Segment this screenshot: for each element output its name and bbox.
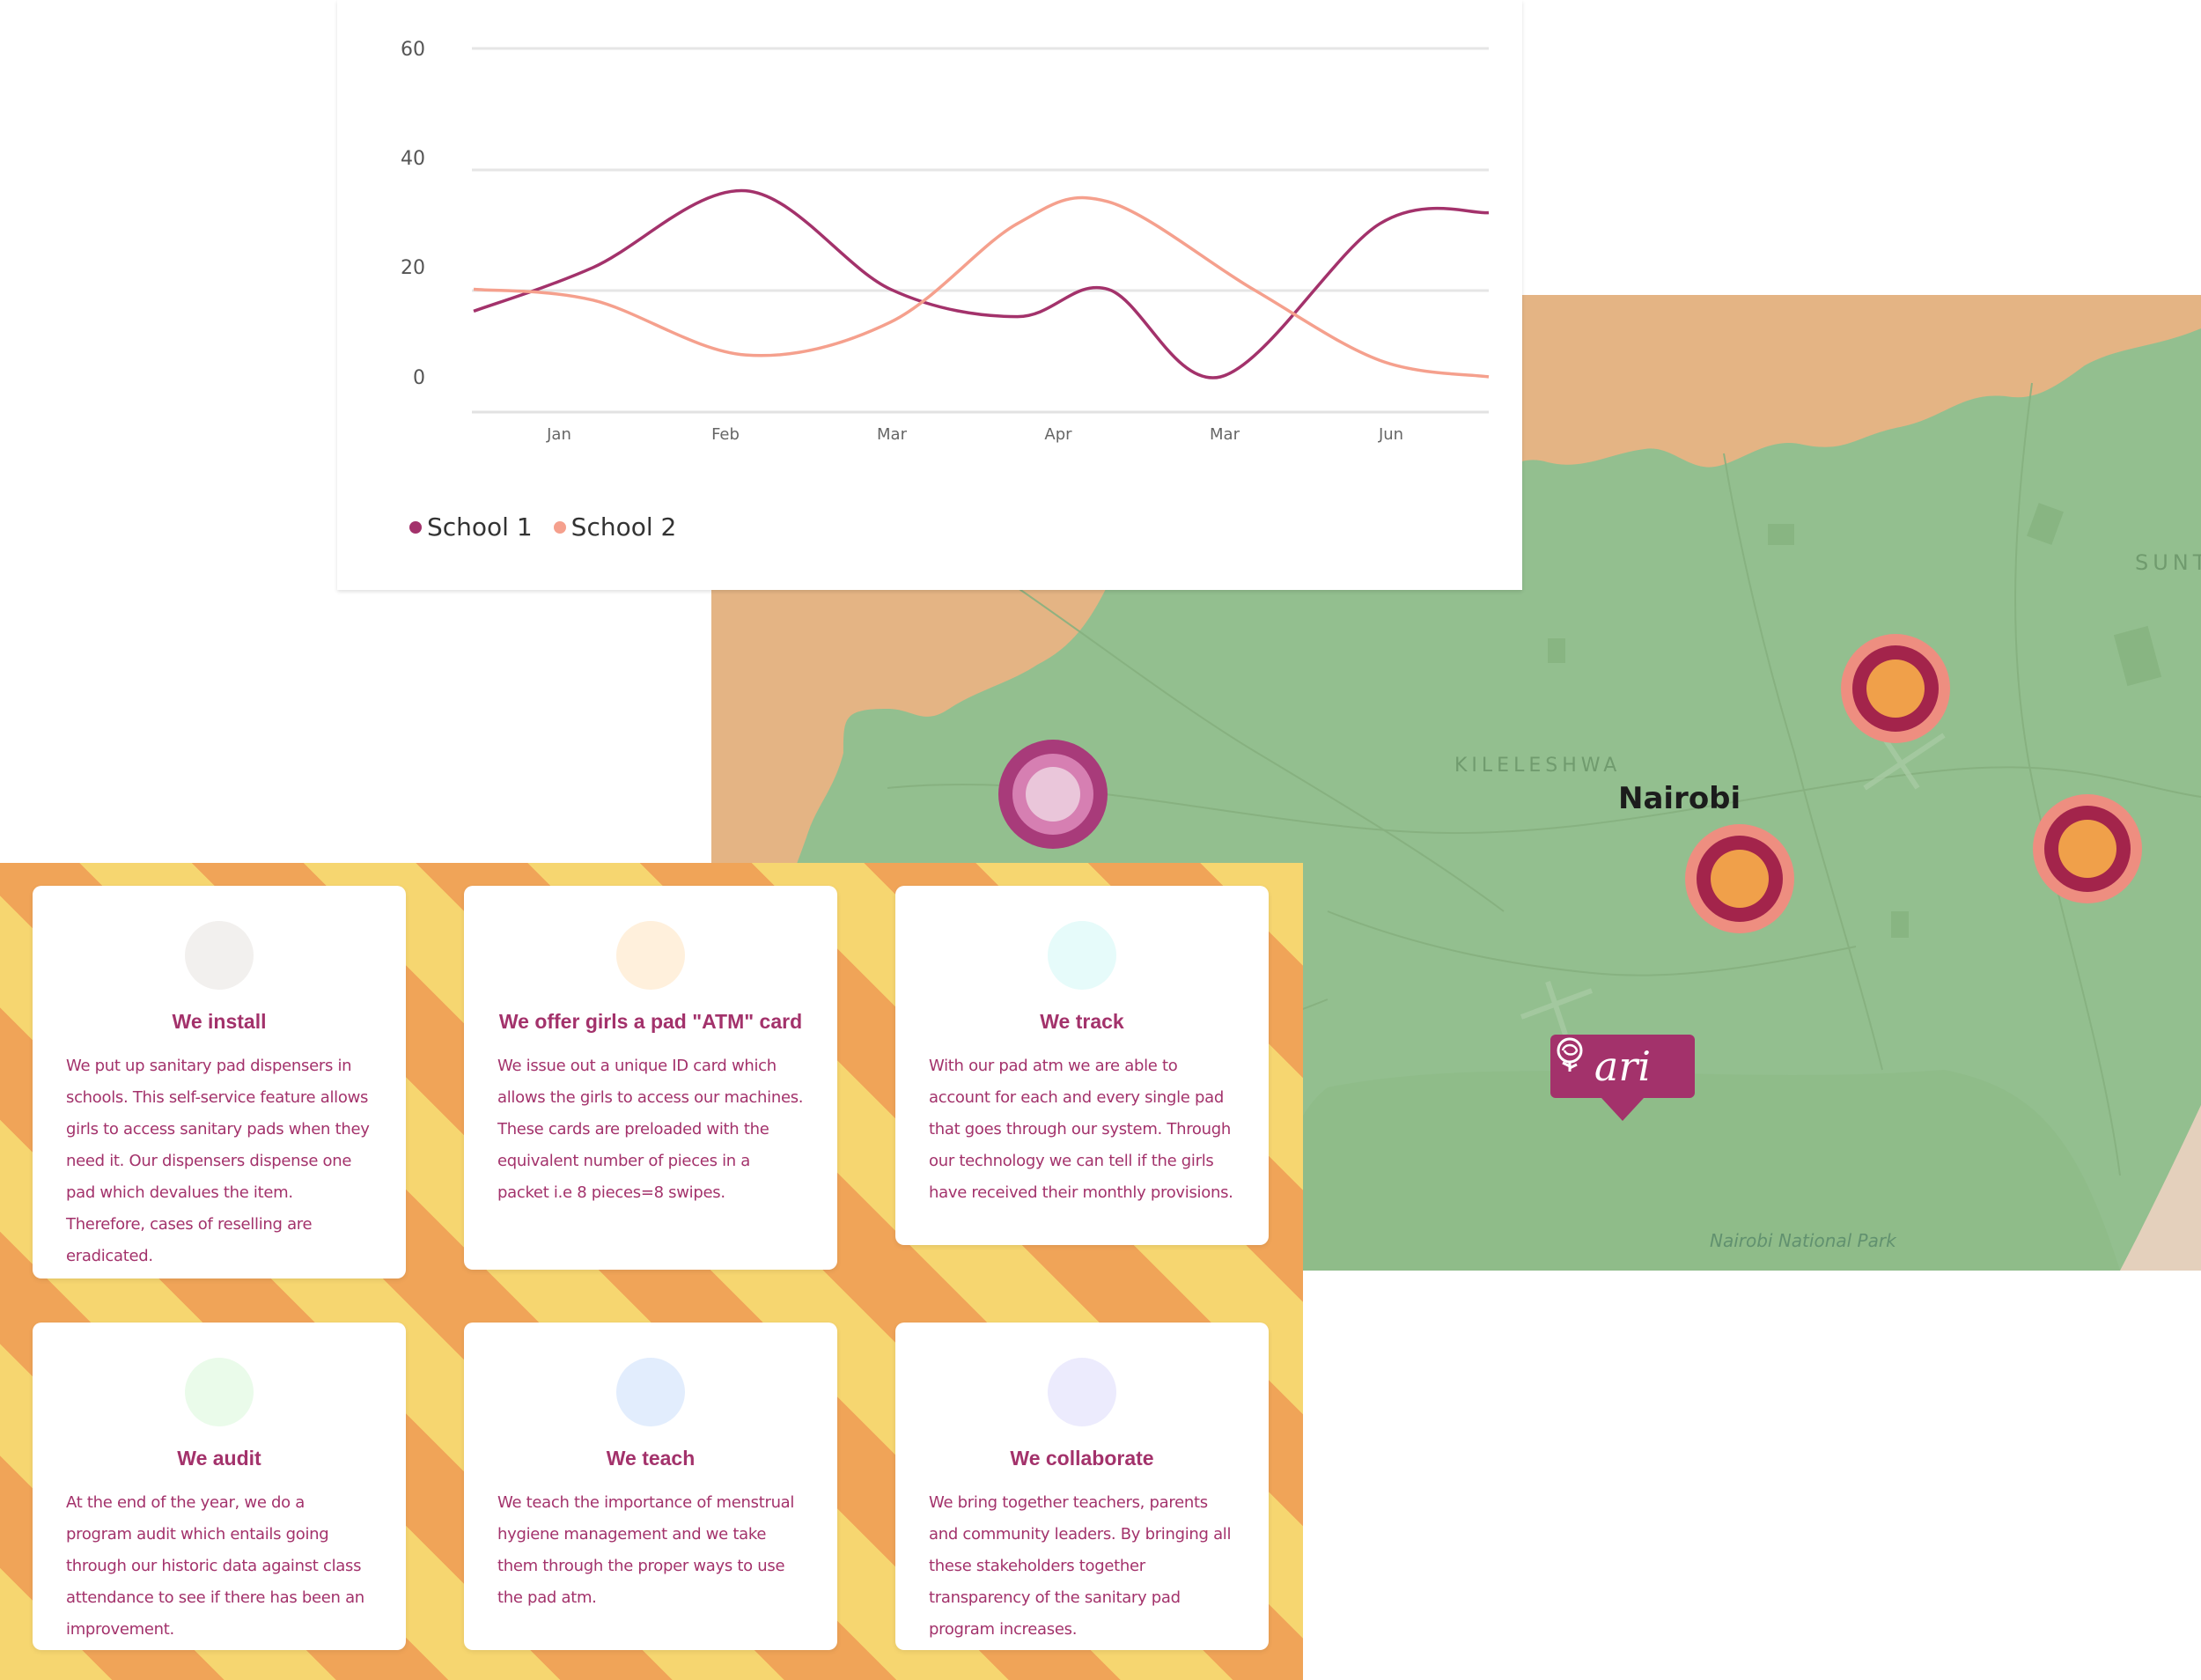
map-airstrip: [1520, 733, 1946, 1035]
feature-description: We put up sanitary pad dispensers in sch…: [66, 1057, 370, 1265]
feature-title: We audit: [177, 1447, 261, 1470]
map-park-label: Nairobi National Park: [1710, 1230, 1896, 1251]
feature-panel: We install We put up sanitary pad dispen…: [0, 863, 1303, 1680]
feature-description: We issue out a unique ID card which allo…: [497, 1057, 804, 1202]
feature-card-teach: We teach We teach the importance of mens…: [464, 1323, 837, 1650]
chart-x-tick-label: Jun: [1378, 425, 1403, 444]
map-city-label: Nairobi: [1618, 781, 1741, 816]
map-district-label: SUNT: [2135, 550, 2201, 575]
chart-y-tick-label: 0: [413, 367, 425, 389]
legend-label: School 1: [427, 512, 533, 542]
feature-card-collaborate: We collaborate We bring together teacher…: [895, 1323, 1269, 1650]
legend-dot-school-2: [553, 520, 566, 534]
feature-title: We track: [1040, 1010, 1124, 1033]
chart-x-tick-label: Mar: [877, 425, 908, 444]
chart-y-tick-label: 20: [401, 257, 425, 279]
feature-icon: [1048, 921, 1116, 990]
school-marker-pink[interactable]: [998, 740, 1108, 849]
feature-card-atm-card: We offer girls a pad "ATM" card We issue…: [464, 886, 837, 1270]
feature-icon: [616, 1358, 685, 1426]
feature-description: With our pad atm we are able to account …: [929, 1057, 1233, 1202]
feature-description: At the end of the year, we do a program …: [66, 1493, 364, 1639]
feature-card-install: We install We put up sanitary pad dispen…: [33, 886, 406, 1278]
legend-item-school-2[interactable]: School 2: [553, 512, 677, 542]
school-marker[interactable]: [1685, 824, 1794, 933]
ari-logo-text: ari: [1594, 1043, 1652, 1090]
line-chart: 0 20 40 60 Jan Feb Mar Apr Mar Jun: [401, 39, 1490, 444]
feature-title: We offer girls a pad "ATM" card: [498, 1010, 803, 1033]
map-district-label: KILELESHWA: [1454, 755, 1622, 777]
chart-y-tick-label: 60: [401, 39, 425, 61]
rose-icon: [1557, 1037, 1583, 1072]
school-marker[interactable]: [1841, 634, 1950, 743]
map-park-area: [1257, 1070, 2120, 1271]
feature-title: We collaborate: [1010, 1447, 1154, 1470]
feature-icon: [1048, 1358, 1116, 1426]
chart-x-tick-label: Apr: [1044, 425, 1072, 444]
chart-x-tick-label: Jan: [546, 425, 571, 444]
feature-card-audit: We audit At the end of the year, we do a…: [33, 1323, 406, 1650]
feature-description: We bring together teachers, parents and …: [929, 1493, 1232, 1639]
chart-y-tick-label: 40: [401, 148, 425, 170]
chart-x-tick-label: Mar: [1210, 425, 1240, 444]
feature-icon: [185, 1358, 254, 1426]
feature-icon: [185, 921, 254, 990]
legend-item-school-1[interactable]: School 1: [409, 512, 533, 542]
feature-card-track: We track With our pad atm we are able to…: [895, 886, 1269, 1245]
chart-series-line-2: [473, 195, 1490, 379]
feature-description: We teach the importance of menstrual hyg…: [497, 1493, 795, 1607]
feature-icon: [616, 921, 685, 990]
chart-panel: 0 20 40 60 Jan Feb Mar Apr Mar Jun School 1 Scho…: [337, 0, 1522, 590]
feature-title: We install: [172, 1010, 267, 1033]
legend-label: School 2: [570, 512, 677, 542]
chart-series-line-1: [473, 188, 1490, 379]
ari-logo-pin[interactable]: ari: [1550, 1035, 1695, 1121]
school-marker[interactable]: [2033, 794, 2142, 903]
map-blocks: [1240, 503, 2162, 938]
legend-dot-school-1: [409, 520, 422, 534]
map-beige-region: [2120, 1105, 2201, 1271]
feature-title: We teach: [606, 1447, 696, 1470]
chart-legend: School 1 School 2: [409, 512, 676, 542]
chart-x-tick-label: Feb: [711, 425, 740, 444]
